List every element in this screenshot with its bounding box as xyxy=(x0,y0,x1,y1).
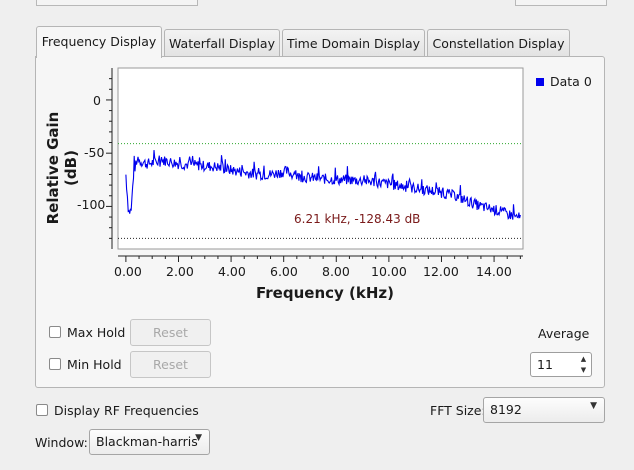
average-label: Average xyxy=(538,326,590,341)
window-label: Window: xyxy=(35,435,88,450)
top-frame-edge-right xyxy=(515,0,607,6)
marker-readout: 6.21 kHz, -128.43 dB xyxy=(294,212,421,226)
x-tick-label: 2.00 xyxy=(166,264,194,279)
min-hold-checkbox[interactable] xyxy=(49,358,61,370)
tab-time-domain-display[interactable]: Time Domain Display xyxy=(282,29,425,57)
x-tick-label: 8.00 xyxy=(322,264,350,279)
window-value: Blackman-harris xyxy=(96,434,198,449)
chevron-down-icon: ▼ xyxy=(590,401,597,411)
display-rf-frequencies-label: Display RF Frequencies xyxy=(54,403,199,418)
top-frame-edge-left xyxy=(36,0,198,6)
spin-down-icon[interactable]: ▼ xyxy=(580,366,587,374)
max-hold-label: Max Hold xyxy=(67,325,126,340)
legend: Data 0 xyxy=(536,74,592,89)
y-tick-label: -50 xyxy=(84,145,105,160)
display-rf-frequencies-checkbox[interactable] xyxy=(36,404,48,416)
min-hold-label: Min Hold xyxy=(67,357,122,372)
max-hold-checkbox[interactable] xyxy=(49,326,61,338)
x-tick-label: 10.00 xyxy=(371,264,407,279)
chevron-down-icon: ▼ xyxy=(195,433,202,443)
legend-entry: Data 0 xyxy=(550,74,592,89)
fft-size-label: FFT Size: xyxy=(430,403,486,418)
average-value: 11 xyxy=(537,357,553,372)
tab-waterfall-display[interactable]: Waterfall Display xyxy=(164,29,280,57)
x-tick-label: 0.00 xyxy=(114,264,142,279)
legend-swatch-icon xyxy=(536,78,544,86)
spin-up-icon[interactable]: ▲ xyxy=(580,355,587,363)
fft-size-dropdown[interactable]: 8192 ▼ xyxy=(483,397,605,423)
max-hold-reset-button[interactable]: Reset xyxy=(130,319,211,346)
x-axis-label: Frequency (kHz) xyxy=(256,284,394,302)
tab-constellation-display[interactable]: Constellation Display xyxy=(427,29,570,57)
y-tick-label: -100 xyxy=(77,197,106,212)
min-hold-reset-button[interactable]: Reset xyxy=(130,351,211,378)
x-tick-label: 12.00 xyxy=(423,264,459,279)
y-axis-label: Relative Gain (dB) xyxy=(44,111,80,225)
x-tick-label: 4.00 xyxy=(218,264,246,279)
tab-frequency-display[interactable]: Frequency Display xyxy=(36,26,162,58)
window-dropdown[interactable]: Blackman-harris ▼ xyxy=(89,429,210,455)
average-spinbox[interactable]: 11 ▲ ▼ xyxy=(530,352,592,377)
x-tick-label: 14.00 xyxy=(476,264,512,279)
fft-size-value: 8192 xyxy=(490,402,522,417)
y-tick-label: 0 xyxy=(93,93,101,108)
x-tick-label: 6.00 xyxy=(270,264,298,279)
